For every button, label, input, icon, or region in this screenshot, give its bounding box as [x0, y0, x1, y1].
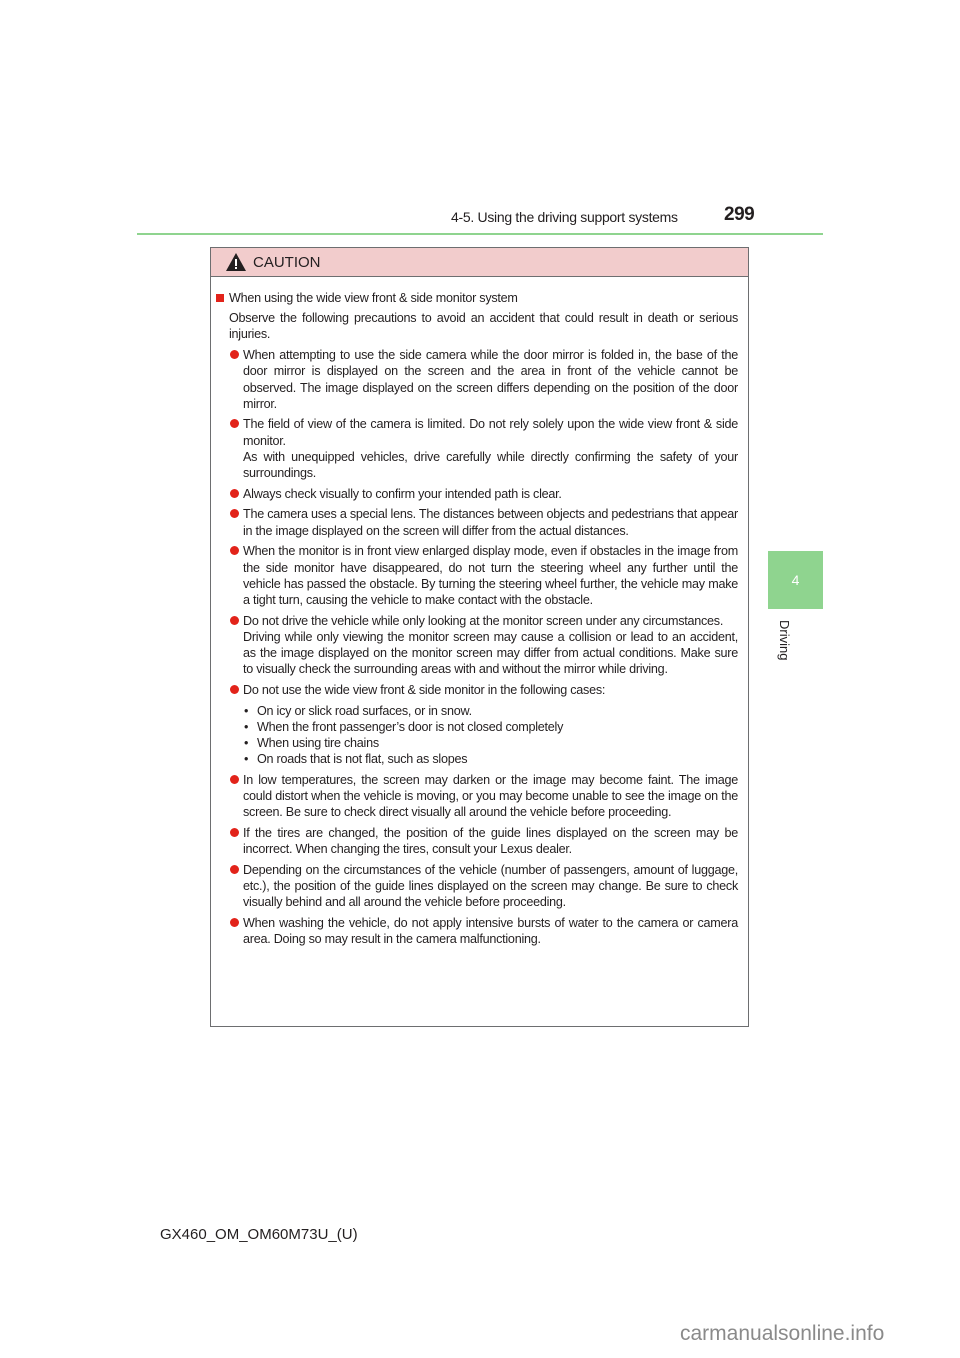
section-title: 4-5. Using the driving support systems [451, 209, 678, 225]
bullet-dot-icon [230, 615, 239, 625]
caution-title: CAUTION [253, 253, 321, 271]
document-code: GX460_OM_OM60M73U_(U) [160, 1226, 358, 1243]
bullet-text: As with unequipped vehicles, drive caref… [243, 449, 738, 481]
bullet-text: Driving while only viewing the monitor s… [243, 629, 738, 677]
chapter-number: 4 [791, 572, 800, 588]
case-item: • When using tire chains [211, 735, 744, 751]
bullet-item: Do not use the wide view front & side mo… [211, 682, 744, 698]
case-text: On roads that is not flat, such as slope… [257, 752, 468, 767]
bullet-dot-icon [230, 488, 239, 498]
bullet-item: Always check visually to confirm your in… [211, 486, 744, 502]
case-item: • On roads that is not flat, such as slop… [211, 751, 744, 767]
bullet-item: In low temperatures, the screen may dark… [211, 772, 744, 821]
bullet-dot-icon [230, 865, 239, 874]
page-number: 299 [724, 204, 755, 225]
dot-bullet-icon: • [244, 736, 249, 751]
bullet-dot-icon [230, 546, 239, 556]
bullet-item: The camera uses a special lens. The dist… [211, 506, 744, 538]
bullet-item: When the monitor is in front view enlarg… [211, 543, 744, 608]
bullet-text: The field of view of the camera is limit… [243, 417, 738, 448]
case-item: • When the front passenger’s door is not … [211, 719, 744, 735]
bullet-text: The camera uses a special lens. The dist… [243, 507, 738, 538]
case-text: On icy or slick road surfaces, or in sno… [257, 703, 472, 718]
square-bullet-icon [216, 294, 224, 302]
bullet-dot-icon [230, 509, 239, 519]
caution-box: CAUTION When using the wide view front &… [210, 247, 749, 1027]
bullet-text: When the monitor is in front view enlarg… [243, 544, 738, 607]
dot-bullet-icon: • [244, 752, 249, 767]
dot-bullet-icon: • [244, 719, 249, 734]
bullet-text: When washing the vehicle, do not apply i… [243, 916, 738, 947]
warning-triangle-icon [226, 253, 246, 271]
case-item: • On icy or slick road surfaces, or in sn… [211, 703, 744, 719]
case-text: When the front passenger’s door is not c… [257, 719, 564, 734]
header-divider [137, 233, 823, 235]
intro-text: Observe the following precautions to avo… [229, 311, 738, 342]
case-text: When using tire chains [257, 736, 379, 751]
bullet-dot-icon [230, 828, 239, 838]
cases-list: • On icy or slick road surfaces, or in sn… [211, 703, 744, 768]
dot-bullet-icon: • [244, 703, 249, 718]
bullet-dot-icon [230, 918, 239, 928]
bullet-text: Do not use the wide view front & side mo… [243, 682, 606, 697]
bullet-dot-icon [230, 684, 239, 694]
bullet-item: When attempting to use the side camera w… [211, 347, 744, 412]
chapter-tab: 4 [768, 551, 823, 609]
bullet-text: Do not drive the vehicle while only look… [243, 613, 724, 628]
bullet-dot-icon [230, 419, 239, 429]
bullet-item: If the tires are changed, the position o… [211, 825, 744, 857]
bullet-item: The field of view of the camera is limit… [211, 416, 744, 481]
bullet-item: When washing the vehicle, do not apply i… [211, 915, 744, 947]
bullet-text: Always check visually to confirm your in… [243, 486, 562, 501]
section-heading: When using the wide view front & side mo… [211, 290, 744, 306]
caution-content: When using the wide view front & side mo… [211, 290, 744, 948]
caution-header: CAUTION [211, 248, 748, 277]
bullet-text: In low temperatures, the screen may dark… [243, 772, 738, 820]
bullet-item: Do not drive the vehicle while only look… [211, 613, 744, 678]
bullet-dot-icon [230, 350, 239, 360]
bullet-text: When attempting to use the side camera w… [243, 348, 738, 411]
bullet-text: If the tires are changed, the position o… [243, 826, 738, 857]
bullet-dot-icon [230, 774, 239, 784]
chapter-label: Driving [777, 620, 792, 661]
bullet-item: Depending on the circumstances of the ve… [211, 862, 744, 911]
watermark: carmanualsonline.info [680, 1322, 885, 1345]
bullet-text: Depending on the circumstances of the ve… [243, 863, 738, 910]
heading-text: When using the wide view front & side mo… [229, 291, 518, 305]
